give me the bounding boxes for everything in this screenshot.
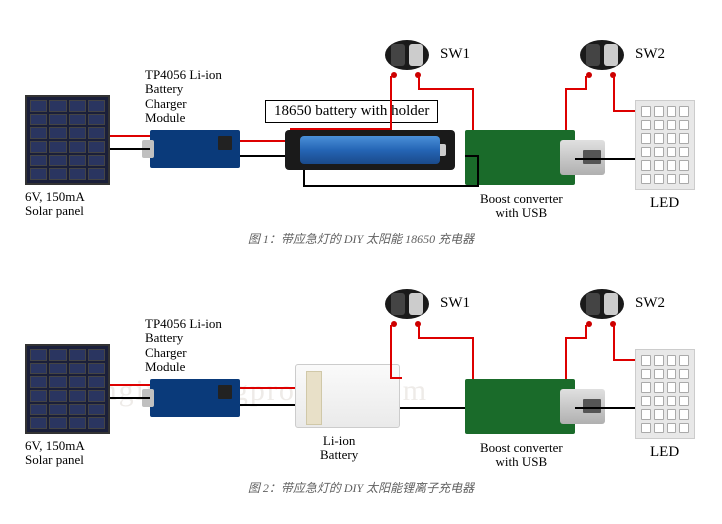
wire-positive	[390, 377, 402, 379]
battery-18650-holder	[285, 130, 455, 170]
sw1-label: SW1	[440, 46, 470, 63]
sw2-label: SW2	[635, 46, 665, 63]
boost-label: Boost converter with USB	[480, 192, 563, 221]
wire-positive	[565, 337, 585, 339]
wire-positive	[613, 359, 635, 361]
wire-positive	[418, 88, 473, 90]
wire-positive	[240, 387, 295, 389]
figure-1-caption: 图 1：带应急灯的 DIY 太阳能 18650 充电器	[10, 230, 712, 247]
wire-positive	[110, 384, 150, 386]
tp4056-label: TP4056 Li-ion Battery Charger Module	[145, 317, 222, 374]
wire-positive	[472, 337, 474, 379]
wire-negative	[240, 404, 295, 406]
switch-sw1	[385, 40, 429, 70]
wire-positive	[390, 76, 392, 130]
wire-negative	[575, 407, 635, 409]
wire-positive	[585, 76, 587, 90]
solar-panel	[25, 95, 110, 185]
boost-converter	[465, 130, 575, 185]
switch-sw2	[580, 289, 624, 319]
solar-panel-label: 6V, 150mA Solar panel	[25, 190, 85, 219]
led-panel	[635, 349, 695, 439]
wire-negative	[110, 148, 150, 150]
wire-positive	[390, 325, 392, 379]
wire-positive	[585, 325, 587, 339]
wire-positive	[565, 337, 567, 379]
battery-label: 18650 battery with holder	[265, 100, 438, 123]
wire-negative	[240, 155, 285, 157]
wire-negative	[303, 185, 478, 187]
wire-negative	[477, 155, 479, 187]
figure-2-caption: 图 2：带应急灯的 DIY 太阳能锂离子充电器	[10, 479, 712, 496]
wire-positive	[613, 76, 615, 112]
wire-positive	[290, 128, 392, 130]
led-panel	[635, 100, 695, 190]
wire-negative	[575, 158, 635, 160]
wire-positive	[418, 337, 473, 339]
boost-converter	[465, 379, 575, 434]
wire-positive	[565, 88, 567, 130]
wire-negative	[110, 397, 150, 399]
solar-panel-label: 6V, 150mA Solar panel	[25, 439, 85, 468]
tp4056-module	[150, 130, 240, 168]
led-label: LED	[650, 444, 679, 461]
wire-positive	[613, 325, 615, 361]
battery-18650	[300, 136, 440, 164]
wire-positive	[613, 110, 635, 112]
wire-positive	[565, 88, 585, 90]
wire-positive	[110, 135, 150, 137]
tp4056-module	[150, 379, 240, 417]
wire-negative	[400, 407, 465, 409]
wire-positive	[240, 140, 285, 142]
battery-label: Li-ion Battery	[320, 434, 358, 463]
figure-1: 6V, 150mA Solar panel TP4056 Li-ion Batt…	[10, 10, 710, 220]
wire-negative	[465, 155, 477, 157]
led-label: LED	[650, 195, 679, 212]
tp4056-label: TP4056 Li-ion Battery Charger Module	[145, 68, 222, 125]
sw2-label: SW2	[635, 295, 665, 312]
boost-label: Boost converter with USB	[480, 441, 563, 470]
liion-battery	[295, 364, 400, 428]
wire-positive	[472, 88, 474, 130]
wire-negative	[303, 170, 305, 186]
switch-sw2	[580, 40, 624, 70]
switch-sw1	[385, 289, 429, 319]
solar-panel	[25, 344, 110, 434]
figure-2: bestengineeringprojects.com 6V, 150mA So…	[10, 259, 710, 469]
sw1-label: SW1	[440, 295, 470, 312]
